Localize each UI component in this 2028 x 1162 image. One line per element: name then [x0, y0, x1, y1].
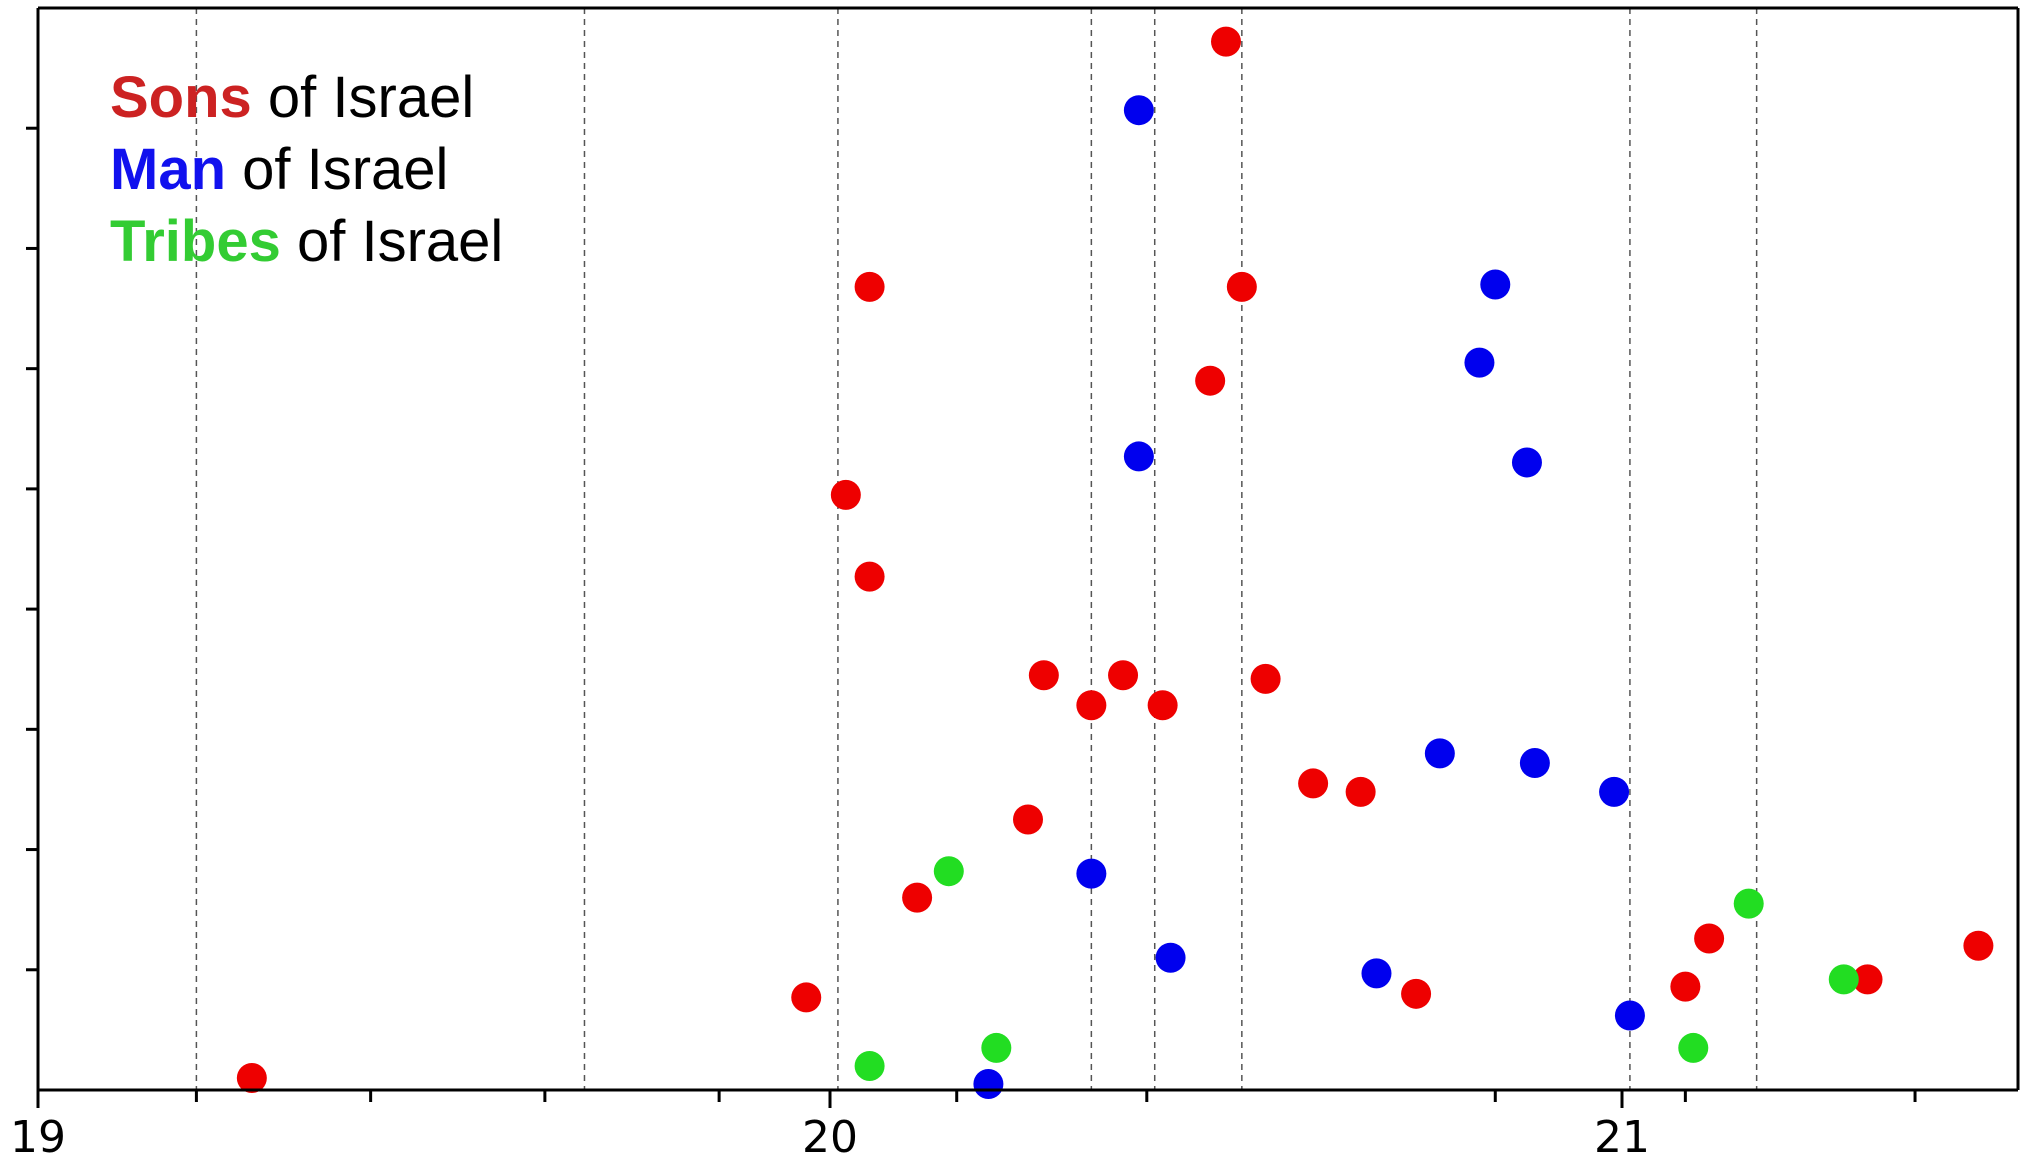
data-point-sons: [1195, 365, 1226, 396]
data-point-sons: [1670, 971, 1701, 1002]
data-point-sons: [1963, 930, 1994, 961]
data-point-man: [1614, 1000, 1645, 1031]
data-point-sons: [1076, 690, 1107, 721]
data-point-sons: [830, 479, 861, 510]
legend-suffix: of Israel: [251, 65, 475, 130]
data-point-sons: [1211, 26, 1241, 57]
data-point-tribes: [981, 1032, 1012, 1063]
x-tick-label: 20: [802, 1112, 858, 1162]
data-point-sons: [1013, 804, 1043, 835]
data-point-sons: [1108, 660, 1139, 691]
legend: Sons of Israel Man of Israel Tribes of I…: [110, 62, 503, 278]
data-point-sons: [902, 882, 933, 913]
legend-suffix: of Israel: [280, 209, 504, 274]
x-tick-label: 19: [10, 1112, 66, 1162]
legend-suffix: of Israel: [226, 137, 449, 202]
data-point-sons: [1250, 663, 1281, 694]
x-tick-label: 21: [1594, 1112, 1650, 1162]
data-point-man: [1599, 776, 1630, 807]
data-point-man: [1519, 747, 1550, 778]
data-point-sons: [1226, 271, 1257, 302]
data-point-sons: [854, 271, 885, 302]
data-point-sons: [1345, 776, 1376, 807]
data-point-man: [973, 1068, 1004, 1099]
data-point-man: [1511, 447, 1542, 478]
data-points: [236, 26, 1994, 1099]
data-point-man: [1123, 95, 1154, 126]
data-point-man: [1464, 347, 1495, 378]
data-point-sons: [1147, 690, 1178, 721]
legend-entry-man: Man of Israel: [110, 134, 503, 206]
data-point-tribes: [1828, 964, 1859, 995]
data-point-man: [1480, 269, 1511, 300]
data-point-sons: [1694, 923, 1725, 954]
legend-key-man: Man: [110, 137, 226, 202]
data-point-sons: [854, 561, 885, 592]
data-point-sons: [1028, 660, 1059, 691]
data-point-man: [1123, 441, 1154, 472]
data-point-sons: [791, 982, 822, 1013]
axes: [36, 6, 2020, 1092]
ticks: [26, 126, 1917, 1108]
data-point-man: [1076, 858, 1107, 889]
data-point-tribes: [933, 856, 964, 887]
reference-lines: [195, 8, 1758, 1090]
legend-key-tribes: Tribes: [110, 209, 281, 274]
data-point-man: [1424, 738, 1455, 769]
data-point-man: [1361, 958, 1392, 989]
data-point-sons: [1401, 978, 1432, 1009]
data-point-tribes: [1678, 1032, 1709, 1063]
data-point-tribes: [1733, 888, 1764, 919]
legend-key-sons: Sons: [110, 65, 252, 130]
data-point-sons: [236, 1062, 267, 1093]
x-tick-labels: 19 20 21: [10, 1112, 1650, 1162]
legend-entry-sons: Sons of Israel: [110, 62, 503, 134]
data-point-tribes: [854, 1050, 885, 1081]
legend-entry-tribes: Tribes of Israel: [110, 206, 503, 278]
data-point-man: [1155, 942, 1186, 973]
data-point-sons: [1852, 964, 1883, 995]
data-point-sons: [1298, 768, 1329, 799]
